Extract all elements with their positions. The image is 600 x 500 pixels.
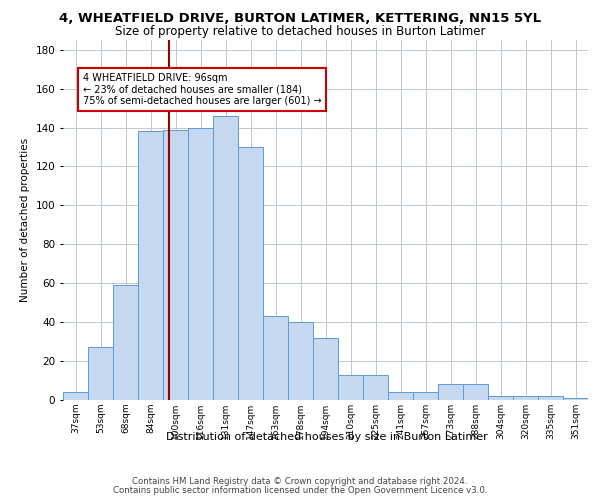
Bar [413, 392, 438, 400]
Bar [288, 322, 313, 400]
Bar [188, 128, 213, 400]
Bar [113, 285, 138, 400]
Bar [388, 392, 413, 400]
Bar [438, 384, 463, 400]
Bar [463, 384, 488, 400]
Bar [338, 374, 363, 400]
Bar [538, 396, 563, 400]
Text: Contains HM Land Registry data © Crown copyright and database right 2024.: Contains HM Land Registry data © Crown c… [132, 477, 468, 486]
Bar [138, 132, 163, 400]
Y-axis label: Number of detached properties: Number of detached properties [20, 138, 30, 302]
Bar [263, 316, 288, 400]
Bar [363, 374, 388, 400]
Bar [213, 116, 238, 400]
Bar [513, 396, 538, 400]
Text: Contains public sector information licensed under the Open Government Licence v3: Contains public sector information licen… [113, 486, 487, 495]
Text: Distribution of detached houses by size in Burton Latimer: Distribution of detached houses by size … [166, 432, 488, 442]
Bar [563, 398, 588, 400]
Bar [238, 147, 263, 400]
Text: Size of property relative to detached houses in Burton Latimer: Size of property relative to detached ho… [115, 25, 485, 38]
Bar [488, 396, 513, 400]
Bar [88, 348, 113, 400]
Text: 4 WHEATFIELD DRIVE: 96sqm
← 23% of detached houses are smaller (184)
75% of semi: 4 WHEATFIELD DRIVE: 96sqm ← 23% of detac… [83, 73, 322, 106]
Bar [313, 338, 338, 400]
Bar [63, 392, 88, 400]
Bar [163, 130, 188, 400]
Text: 4, WHEATFIELD DRIVE, BURTON LATIMER, KETTERING, NN15 5YL: 4, WHEATFIELD DRIVE, BURTON LATIMER, KET… [59, 12, 541, 26]
